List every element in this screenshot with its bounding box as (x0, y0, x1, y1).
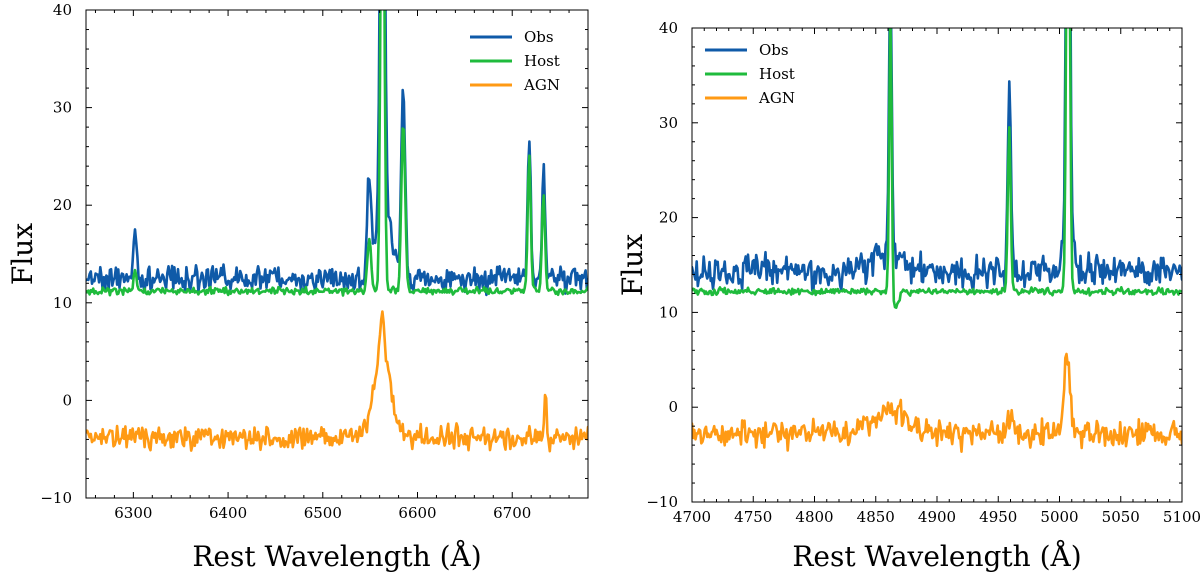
y-tick-label: 40 (53, 1, 72, 19)
series-line-obs (86, 10, 588, 297)
y-tick-label: 10 (659, 303, 678, 321)
series-line-host (692, 28, 1182, 310)
legend: Obs Host AGN (470, 28, 560, 94)
y-axis-label: Flux (6, 223, 39, 285)
series-line-agn (86, 310, 588, 453)
y-tick-label: 40 (659, 19, 678, 37)
x-tick-label: 6400 (209, 504, 247, 522)
x-axis-label: Rest Wavelength (Å) (192, 540, 481, 573)
x-tick-label: 6600 (398, 504, 436, 522)
x-tick-label: 6700 (493, 504, 531, 522)
legend-label-host: Host (759, 65, 795, 83)
x-tick-label: 4700 (673, 508, 711, 526)
plot-frame (85, 9, 589, 499)
x-tick-label: 4750 (734, 508, 772, 526)
y-tick-label: 30 (53, 99, 72, 117)
series-line-obs (692, 28, 1182, 295)
series-line-agn (692, 352, 1182, 454)
x-tick-label: 4850 (857, 508, 895, 526)
x-tick-label: 4950 (979, 508, 1017, 526)
chart-panel-1: 6300 6400 6500 6600 6700 −10 0 10 20 30 40 Rest Wav… (6, 1, 589, 573)
y-tick-label: −10 (40, 489, 72, 507)
legend-label-agn: AGN (523, 76, 560, 94)
x-tick-label: 6500 (304, 504, 342, 522)
x-tick-label: 4800 (795, 508, 833, 526)
chart-panel-2: 4700 4750 4800 4850 4900 4950 5000 5050 5100 −10 0… (616, 19, 1200, 573)
y-tick-label: 0 (668, 398, 678, 416)
x-tick-label: 4900 (918, 508, 956, 526)
y-tick-label: −10 (646, 493, 678, 511)
legend-label-agn: AGN (758, 89, 795, 107)
series-line-host (86, 10, 588, 297)
x-axis-label: Rest Wavelength (Å) (792, 540, 1081, 573)
y-tick-label: 10 (53, 294, 72, 312)
x-tick-label: 5000 (1040, 508, 1078, 526)
y-tick-label: 20 (659, 209, 678, 227)
y-tick-label: 30 (659, 114, 678, 132)
legend-label-host: Host (524, 52, 560, 70)
y-tick-label: 0 (62, 391, 72, 409)
x-tick-label: 5100 (1163, 508, 1200, 526)
y-tick-label: 20 (53, 196, 72, 214)
x-tick-label: 5050 (1102, 508, 1140, 526)
x-tick-label: 6300 (114, 504, 152, 522)
legend: Obs Host AGN (705, 41, 795, 107)
legend-label-obs: Obs (759, 41, 789, 59)
y-axis-label: Flux (616, 234, 649, 296)
legend-label-obs: Obs (524, 28, 554, 46)
